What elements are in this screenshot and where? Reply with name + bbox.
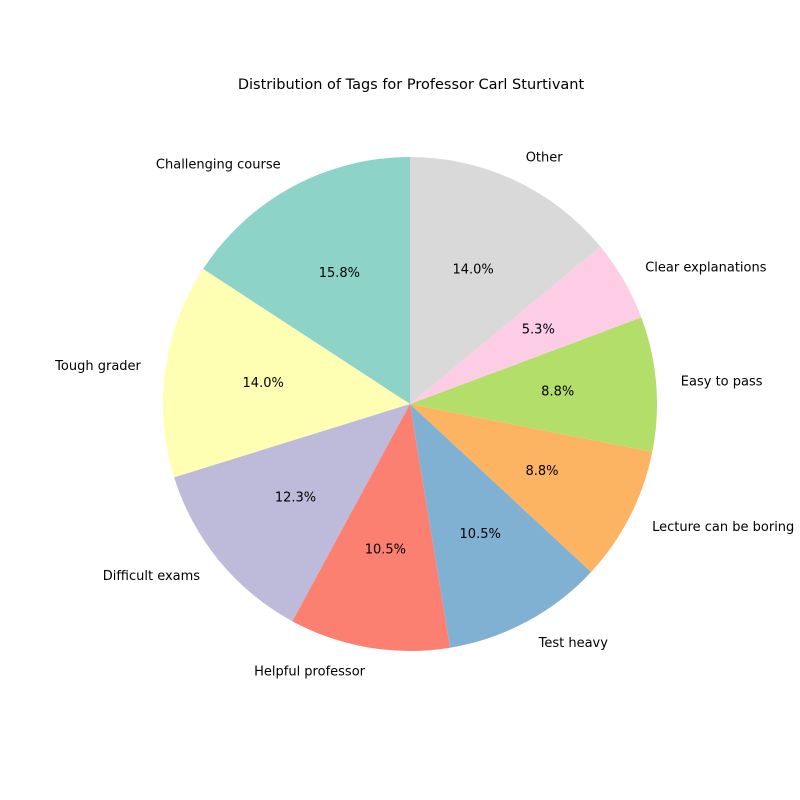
slice-label-challenging-course: Challenging course (156, 158, 281, 173)
chart-title: Distribution of Tags for Professor Carl … (238, 77, 585, 93)
slice-label-other: Other (526, 151, 564, 166)
pct-label-other: 14.0% (452, 262, 493, 277)
pie-slice-easy-to-pass (410, 317, 658, 452)
slice-label-clear-explanations: Clear explanations (645, 260, 767, 275)
pie-slice-tough-grader (163, 269, 410, 478)
pie-slice-difficult-exams (174, 404, 410, 622)
pct-label-lecture-can-be-boring: 8.8% (525, 464, 558, 479)
slice-label-helpful-professor: Helpful professor (254, 664, 366, 679)
slice-label-lecture-can-be-boring: Lecture can be boring (652, 520, 794, 535)
slice-label-tough-grader: Tough grader (54, 359, 141, 374)
pct-label-clear-explanations: 5.3% (522, 322, 555, 337)
pie-slice-helpful-professor (292, 404, 451, 651)
pie-slices (163, 157, 658, 651)
pie-slice-clear-explanations (410, 246, 642, 404)
slice-label-easy-to-pass: Easy to pass (681, 374, 763, 389)
pie-slice-challenging-course (203, 157, 410, 404)
slice-label-difficult-exams: Difficult exams (103, 569, 201, 584)
pie-slice-other (410, 157, 601, 404)
slice-label-test-heavy: Test heavy (538, 636, 609, 651)
pct-label-helpful-professor: 10.5% (365, 543, 406, 558)
pie-slice-test-heavy (410, 404, 592, 648)
pct-label-test-heavy: 10.5% (460, 527, 501, 542)
pie-slice-lecture-can-be-boring (410, 404, 653, 572)
pct-label-tough-grader: 14.0% (243, 376, 284, 391)
pct-label-challenging-course: 15.8% (319, 266, 360, 281)
pct-label-difficult-exams: 12.3% (275, 491, 316, 506)
pct-label-easy-to-pass: 8.8% (541, 384, 574, 399)
pie-labels: Challenging course 15.8% Tough grader 14.0%… (54, 151, 794, 680)
